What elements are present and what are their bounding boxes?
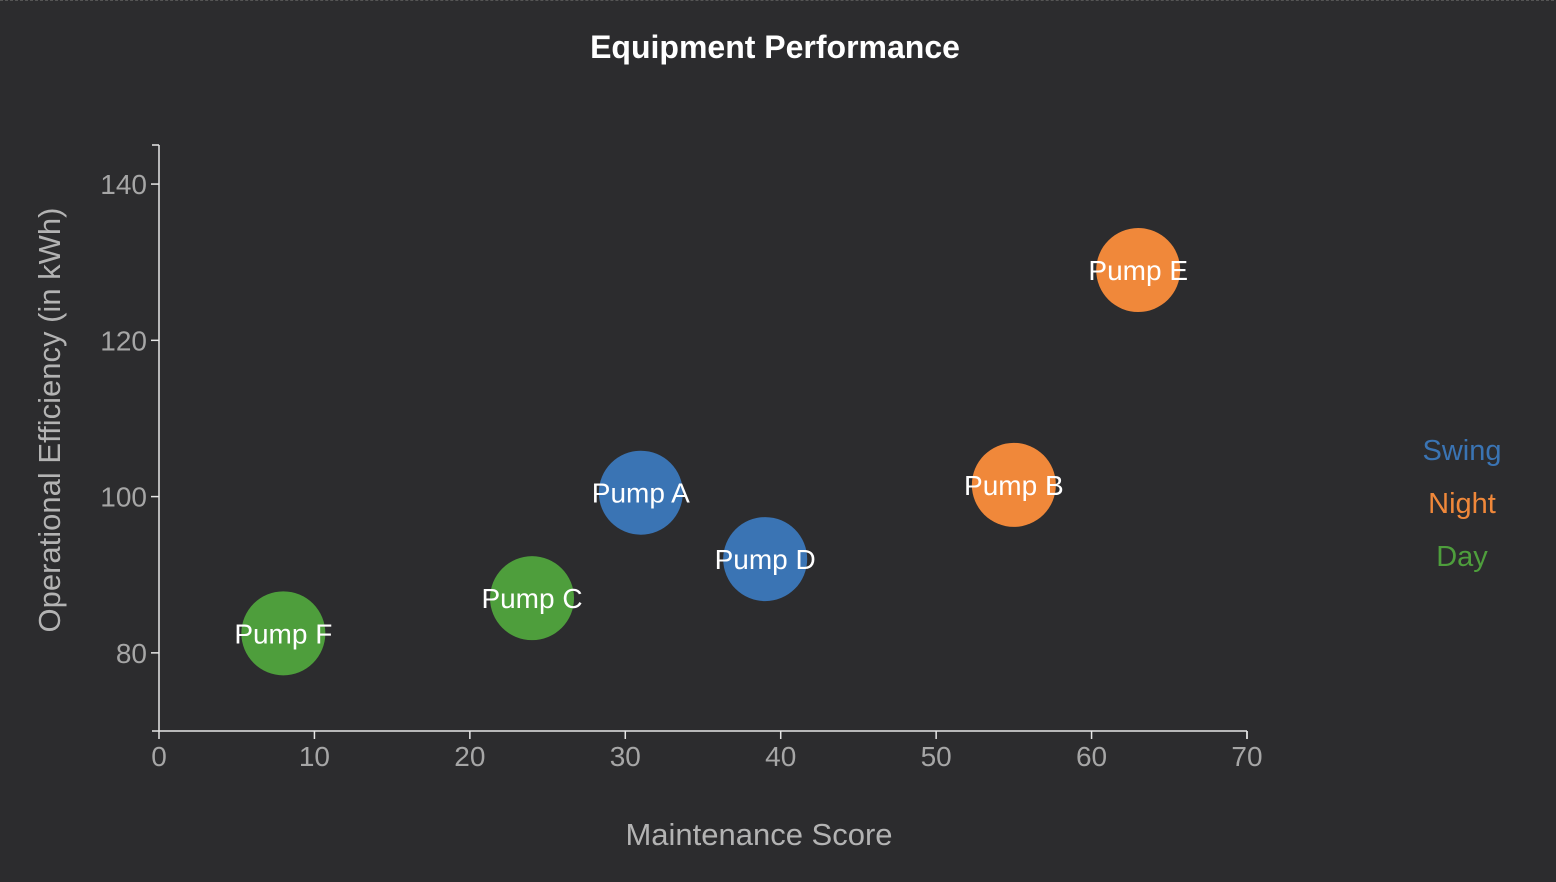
x-tick-label: 70 [1231,741,1262,772]
x-tick-label: 60 [1076,741,1107,772]
y-tick-label: 100 [100,482,147,513]
x-tick-label: 10 [299,741,330,772]
data-point [598,450,683,535]
x-tick-label: 30 [610,741,641,772]
x-tick-label: 0 [151,741,167,772]
point-label: Pump F [234,618,332,649]
y-tick-label: 80 [116,638,147,669]
legend-entry: Night [1428,488,1496,520]
point-label: Pump D [715,544,816,575]
data-point [490,556,575,641]
axes: 0 10 20 30 40 50 60 70 80 100 120 140 [100,144,1263,772]
x-tick-label: 20 [454,741,485,772]
y-tick-label: 140 [100,169,147,200]
legend-entry: Day [1436,541,1488,573]
chart-title: Equipment Performance [590,29,960,65]
x-tick-label: 50 [921,741,952,772]
data-point [723,517,808,602]
data-point [1096,228,1181,313]
legend-entry: Swing [1423,435,1502,467]
point-label: Pump B [964,470,1064,501]
x-axis-title: Maintenance Score [625,817,892,852]
x-tick-label: 40 [765,741,796,772]
y-tick-label: 120 [100,325,147,356]
y-axis-title: Operational Efficiency (in kWh) [32,208,67,633]
point-label: Pump E [1088,255,1188,286]
data-points: Pump A Pump B Pump C Pump D Pump E Pump F [234,228,1188,676]
data-point [971,442,1056,527]
legend: Swing Night Day [1423,435,1502,573]
point-label: Pump A [592,478,690,509]
data-point [241,591,326,676]
point-label: Pump C [481,583,582,614]
